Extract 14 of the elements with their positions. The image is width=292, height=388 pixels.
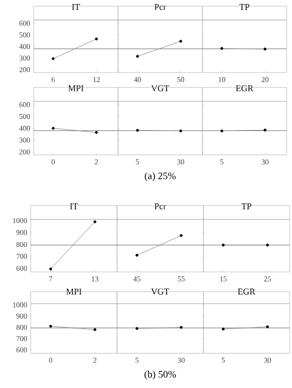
text: (b) 50% (144, 370, 176, 380)
chart-title: VGT (151, 288, 170, 295)
chart-title: MPI (68, 85, 84, 92)
chart-title: TP (240, 4, 250, 10)
chart-title: MPI (66, 288, 82, 295)
chart-title: IT (70, 203, 78, 210)
chart-title: EGR (238, 288, 256, 295)
chart-title: Pcr (154, 203, 166, 210)
chart-title: VGT (151, 85, 170, 92)
chart-title: Pcr (154, 4, 166, 10)
chart-title: IT (72, 4, 80, 10)
text: (a) 25% (145, 172, 176, 182)
chart-title: EGR (236, 85, 254, 92)
chart-title: TP (242, 203, 252, 210)
